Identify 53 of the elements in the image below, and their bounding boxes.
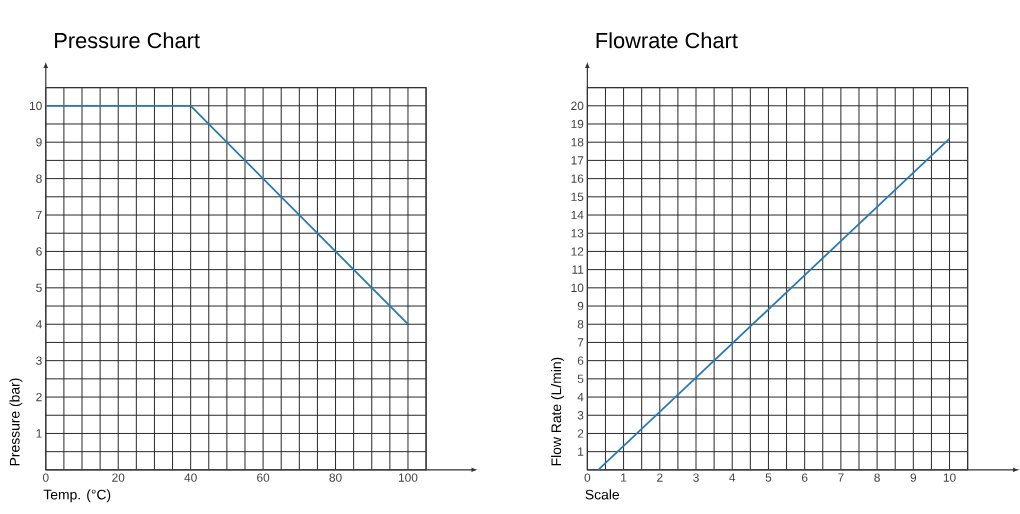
y-tick-label: 7 (36, 211, 42, 220)
y-tick-label: 3 (36, 356, 42, 366)
y-tick-label: 8 (36, 174, 42, 183)
x-axis-title: Scale (585, 489, 619, 500)
x-tick-label: 60 (257, 473, 270, 482)
x-tick-label: 6 (801, 473, 808, 482)
y-tick-label: 5 (36, 283, 42, 293)
y-tick-label: 10 (29, 101, 42, 111)
y-tick-label: 1 (36, 429, 42, 438)
y-tick-label: 1 (578, 447, 584, 456)
x-tick-label: 5 (765, 473, 772, 482)
x-tick-label: 3 (693, 473, 699, 482)
y-axis-title: Flow Rate (L/min) (551, 357, 564, 466)
chart-title: Pressure Chart (55, 32, 200, 49)
x-tick-label: 80 (329, 473, 342, 482)
y-axis-title: Pressure (bar) (9, 378, 23, 466)
y-tick-label: 2 (36, 393, 42, 402)
x-tick-label: 7 (838, 473, 844, 482)
y-tick-label: 7 (577, 338, 584, 347)
y-tick-label: 10 (571, 283, 584, 293)
y-tick-label: 14 (571, 211, 584, 220)
x-tick-label: 9 (910, 473, 917, 482)
y-tick-label: 13 (571, 229, 584, 238)
y-tick-label: 9 (36, 138, 42, 147)
x-tick-label: 0 (584, 473, 591, 482)
y-tick-label: 20 (571, 101, 584, 111)
x-tick-label: 4 (729, 473, 736, 482)
x-tick-label: 8 (874, 473, 880, 482)
x-tick-label: 1 (621, 473, 627, 482)
x-tick-label: 40 (184, 473, 197, 482)
y-tick-label: 6 (577, 356, 584, 366)
x-tick-label: 100 (398, 473, 418, 482)
x-tick-label: 20 (112, 473, 125, 482)
y-tick-label: 4 (35, 320, 42, 329)
y-tick-label: 2 (577, 429, 584, 438)
y-tick-label: 3 (577, 411, 584, 420)
chart-title: Flowrate Chart (596, 32, 738, 49)
y-tick-label: 11 (572, 265, 584, 274)
y-tick-label: 6 (36, 247, 42, 256)
y-tick-label: 9 (577, 301, 584, 311)
y-tick-label: 18 (571, 138, 584, 147)
x-tick-label: 2 (657, 473, 663, 482)
y-tick-label: 19 (571, 119, 584, 129)
x-tick-label: 0 (42, 473, 49, 482)
x-axis-title: Temp. (°C) (43, 489, 111, 503)
y-tick-label: 15 (571, 192, 584, 202)
y-tick-label: 4 (577, 393, 584, 402)
y-tick-label: 5 (577, 374, 584, 384)
y-tick-label: 8 (577, 320, 584, 329)
y-tick-label: 12 (571, 247, 584, 256)
y-tick-label: 17 (571, 156, 584, 165)
y-tick-label: 16 (571, 174, 584, 183)
x-tick-label: 10 (943, 473, 956, 482)
